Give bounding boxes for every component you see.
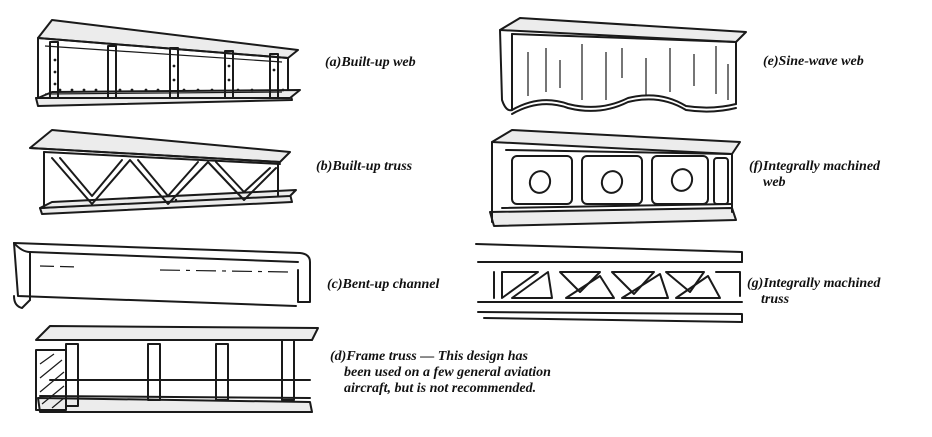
spar-g-integrally-machined-truss — [475, 243, 743, 323]
caption-d-line-2: been used on a few general aviation — [344, 365, 551, 380]
caption-f-line-2: web — [763, 175, 786, 190]
spar-f-integrally-machined-web — [489, 129, 741, 227]
caption-b: (b)Built-up truss — [316, 159, 413, 174]
rivet-row — [53, 58, 285, 92]
caption-g-line-2: truss — [761, 292, 790, 307]
spar-e-sine-wave-web — [499, 17, 747, 115]
spar-a-built-up-web — [35, 19, 301, 107]
spar-b-built-up-truss — [29, 129, 297, 215]
caption-c: (c)Bent-up channel — [327, 277, 440, 292]
caption-d-line-3: aircraft, but is not recommended. — [344, 381, 537, 396]
caption-g: (g)Integrally machined truss — [747, 276, 880, 308]
caption-d: (d)Frame truss — This design has been us… — [330, 349, 551, 397]
caption-a: (a)Built-up web — [325, 55, 416, 70]
spar-d-frame-truss — [35, 325, 319, 413]
caption-d-line-1: (d)Frame truss — This design has — [330, 349, 528, 364]
caption-e: (e)Sine-wave web — [763, 54, 864, 69]
caption-g-line-1: (g)Integrally machined — [747, 276, 881, 291]
caption-f-line-1: (f)Integrally machined — [749, 159, 881, 174]
caption-f: (f)Integrally machined web — [749, 159, 880, 191]
spar-c-bent-up-channel — [13, 242, 311, 309]
